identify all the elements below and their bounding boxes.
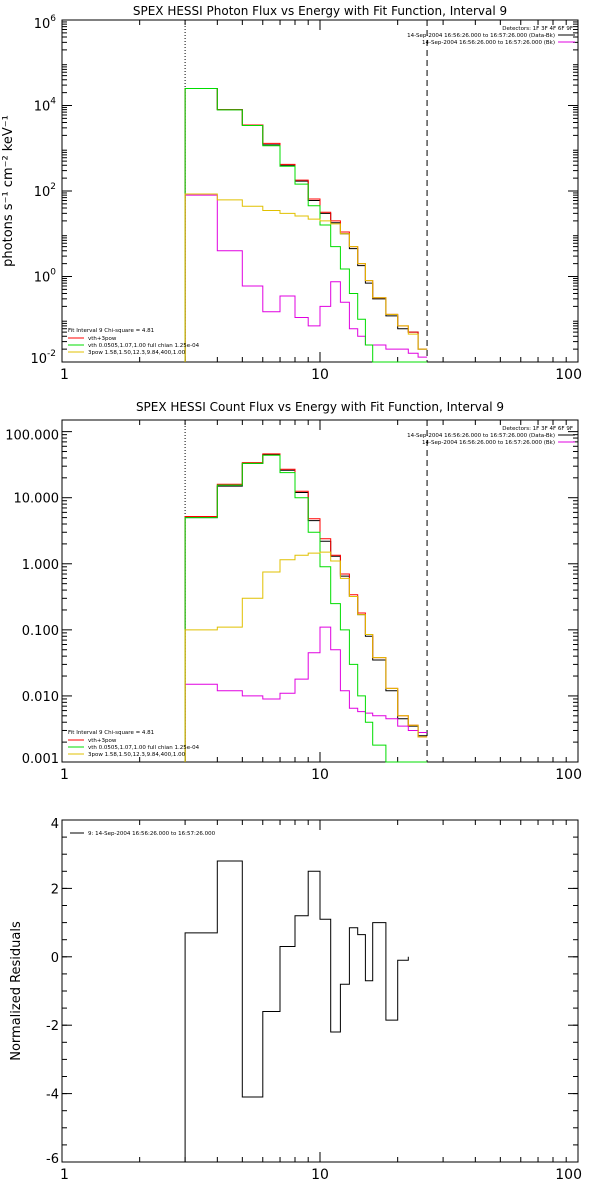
count-y-tick-label: 1.000 xyxy=(22,558,59,573)
photon-fit-entry-vth: vth 0.0505,1.07,1.00 full chian 1.25e-04 xyxy=(88,343,200,349)
residuals-x-tick-label: 1 xyxy=(60,1167,69,1183)
count-y-tick-label: 0.100 xyxy=(22,624,59,639)
count-series-bk xyxy=(184,626,428,762)
count-y-tick-label: 10.000 xyxy=(14,492,60,507)
count-series-group xyxy=(184,420,428,763)
photon-y-tick-label: 102 xyxy=(34,182,56,200)
residuals-y-tick-label: 4 xyxy=(51,817,59,832)
residuals-y-tick-label: 2 xyxy=(51,882,59,897)
residuals-y-axis-label: Normalized Residuals xyxy=(9,921,24,1061)
residuals-y-tick-label: -6 xyxy=(46,1152,59,1167)
residuals-series-group xyxy=(184,860,409,1162)
count-x-tick-label: 10 xyxy=(311,767,329,783)
photon-series-data-bk xyxy=(184,88,428,362)
photon-legend-header: Detectors: 1F 3F 4F 6F 9F xyxy=(502,26,573,32)
count-legend-entry-data: 14-Sep-2004 16:56:26.000 to 16:57:26.000… xyxy=(407,433,555,439)
count-flux-panel: SPEX HESSI Count Flux vs Energy with Fit… xyxy=(5,400,582,783)
photon-x-tick-label: 100 xyxy=(555,367,582,383)
photon-legend-entry-data: 14-Sep-2004 16:56:26.000 to 16:57:26.000… xyxy=(407,33,555,39)
count-fit-legend: Fit Interval 9 Chi-square = 4.81 vth+3po… xyxy=(68,730,200,758)
count-series-vth xyxy=(184,454,428,763)
residuals-panel: Normalized Residuals 1 10 100 -6 -4 -2 0 2 4 9:… xyxy=(9,817,582,1183)
count-chart-title: SPEX HESSI Count Flux vs Energy with Fit… xyxy=(136,400,504,414)
photon-series-bk xyxy=(184,194,428,362)
residuals-y-ticks: -6 -4 -2 0 2 4 xyxy=(46,817,578,1167)
residuals-legend-entry: 9: 14-Sep-2004 16:56:26.000 to 16:57:26.… xyxy=(88,831,216,837)
photon-series-3pow xyxy=(184,193,428,362)
count-fit-header: Fit Interval 9 Chi-square = 4.81 xyxy=(68,730,154,736)
photon-series-vth-3pow xyxy=(184,88,428,362)
count-x-tick-label: 100 xyxy=(555,767,582,783)
count-series-3pow xyxy=(184,551,428,762)
photon-y-tick-label: 10-2 xyxy=(30,349,56,367)
count-y-tick-label: 0.010 xyxy=(22,690,59,705)
count-legend-header: Detectors: 1F 3F 4F 6F 9F xyxy=(502,426,573,432)
count-series-data-bk xyxy=(184,454,428,762)
photon-y-tick-label: 100 xyxy=(34,268,57,286)
count-x-tick-label: 1 xyxy=(60,767,69,783)
count-series-vth-3pow xyxy=(184,453,428,762)
photon-fit-entry-3pow: 3pow 1.58,1.50,12.3,9.84,400,1.00 xyxy=(88,350,186,356)
residuals-x-ticks: 1 10 100 xyxy=(60,820,582,1183)
count-y-tick-label: 100.000 xyxy=(5,429,59,444)
photon-y-axis-label: photons s⁻¹ cm⁻² keV⁻¹ xyxy=(1,115,16,267)
photon-x-tick-label: 10 xyxy=(311,367,329,383)
photon-x-ticks: 1 10 100 xyxy=(60,20,582,383)
count-fit-entry-total: vth+3pow xyxy=(88,738,117,744)
photon-series-vth xyxy=(184,88,428,363)
photon-fit-entry-total: vth+3pow xyxy=(88,336,117,342)
count-y-tick-label: 0.001 xyxy=(22,752,59,767)
residuals-x-tick-label: 10 xyxy=(311,1167,329,1183)
photon-y-tick-label: 104 xyxy=(34,97,57,115)
photon-fit-legend: Fit Interval 9 Chi-square = 4.81 vth+3po… xyxy=(68,328,200,356)
residuals-y-tick-label: -4 xyxy=(46,1088,59,1103)
count-fit-entry-3pow: 3pow 1.58,1.50,12.3,9.84,400,1.00 xyxy=(88,752,186,758)
photon-y-ticks: 10-2 100 102 104 106 xyxy=(30,14,578,367)
count-legend-entry-bk: 14-Sep-2004 16:56:26.000 to 16:57:26.000… xyxy=(422,440,555,446)
count-x-ticks: 1 10 100 xyxy=(60,420,582,783)
count-plot-frame xyxy=(61,419,579,763)
residuals-series-9-14-sep-2004-16-56-26-000-to-16-57-26-000 xyxy=(184,860,409,1162)
residuals-y-tick-label: 0 xyxy=(51,951,59,966)
photon-flux-panel: SPEX HESSI Photon Flux vs Energy with Fi… xyxy=(1,4,582,383)
residuals-y-tick-label: -2 xyxy=(46,1019,59,1034)
photon-y-tick-label: 106 xyxy=(34,14,57,32)
photon-chart-title: SPEX HESSI Photon Flux vs Energy with Fi… xyxy=(133,4,507,18)
photon-legend-entry-bk: 14-Sep-2004 16:56:26.000 to 16:57:26.000… xyxy=(422,40,555,46)
count-legend: Detectors: 1F 3F 4F 6F 9F 14-Sep-2004 16… xyxy=(407,426,575,446)
photon-x-tick-label: 1 xyxy=(60,367,69,383)
photon-series-group xyxy=(184,20,428,363)
residuals-legend: 9: 14-Sep-2004 16:56:26.000 to 16:57:26.… xyxy=(70,831,216,837)
count-fit-entry-vth: vth 0.0505,1.07,1.00 full chian 1.25e-04 xyxy=(88,745,200,751)
photon-fit-header: Fit Interval 9 Chi-square = 4.81 xyxy=(68,328,154,334)
count-y-ticks: 0.001 0.010 0.100 1.000 10.000 100.000 xyxy=(5,429,578,767)
photon-legend: Detectors: 1F 3F 4F 6F 9F 14-Sep-2004 16… xyxy=(407,26,575,46)
residuals-x-tick-label: 100 xyxy=(555,1167,582,1183)
